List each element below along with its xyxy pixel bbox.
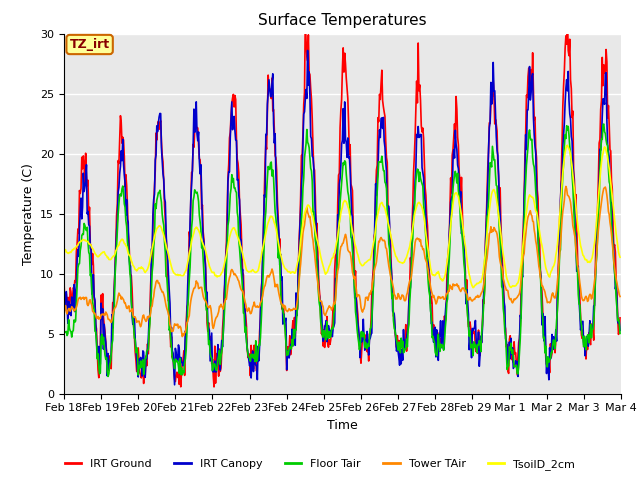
- IRT Ground: [214, 357, 221, 363]
- Floor Tair: [185, 293, 193, 299]
- Line: Tower TAir: Tower TAir: [64, 186, 620, 336]
- IRT Canopy: [214, 342, 221, 348]
- TsoilD_2cm: [213, 274, 221, 280]
- Floor Tair: [214, 357, 221, 362]
- Floor Tair: [70, 317, 78, 323]
- Line: IRT Ground: IRT Ground: [64, 15, 620, 387]
- IRT Ground: [184, 301, 191, 307]
- Floor Tair: [60, 330, 68, 336]
- Tower TAir: [60, 305, 68, 311]
- IRT Canopy: [70, 282, 78, 288]
- IRT Ground: [564, 12, 572, 18]
- Tower TAir: [562, 183, 570, 189]
- IRT Canopy: [185, 264, 193, 270]
- IRT Canopy: [171, 382, 179, 388]
- Floor Tair: [104, 373, 112, 379]
- IRT Ground: [210, 384, 218, 390]
- TsoilD_2cm: [60, 247, 68, 253]
- IRT Canopy: [60, 309, 68, 314]
- IRT Canopy: [412, 178, 419, 184]
- Line: IRT Canopy: IRT Canopy: [64, 50, 620, 385]
- IRT Ground: [410, 154, 418, 159]
- Tower TAir: [127, 308, 135, 314]
- X-axis label: Time: Time: [327, 419, 358, 432]
- Floor Tair: [600, 121, 607, 127]
- Title: Surface Temperatures: Surface Temperatures: [258, 13, 427, 28]
- TsoilD_2cm: [184, 260, 191, 265]
- Floor Tair: [427, 308, 435, 314]
- Tower TAir: [179, 334, 186, 339]
- Floor Tair: [616, 331, 624, 336]
- IRT Canopy: [428, 321, 435, 326]
- TsoilD_2cm: [70, 246, 78, 252]
- IRT Canopy: [127, 293, 135, 299]
- IRT Ground: [427, 300, 435, 306]
- TsoilD_2cm: [426, 259, 434, 265]
- Text: TZ_irt: TZ_irt: [70, 38, 109, 51]
- Tower TAir: [616, 294, 624, 300]
- Y-axis label: Temperature (C): Temperature (C): [22, 163, 35, 264]
- Line: Floor Tair: Floor Tair: [64, 124, 620, 376]
- Tower TAir: [427, 284, 435, 289]
- Tower TAir: [70, 308, 78, 314]
- Line: TsoilD_2cm: TsoilD_2cm: [64, 145, 620, 288]
- Tower TAir: [185, 315, 193, 321]
- Tower TAir: [214, 311, 221, 317]
- IRT Ground: [127, 272, 135, 278]
- IRT Ground: [70, 286, 78, 292]
- TsoilD_2cm: [564, 143, 572, 148]
- TsoilD_2cm: [469, 285, 477, 290]
- IRT Canopy: [616, 327, 624, 333]
- TsoilD_2cm: [127, 258, 135, 264]
- Tower TAir: [410, 247, 418, 253]
- TsoilD_2cm: [616, 254, 624, 260]
- Legend: IRT Ground, IRT Canopy, Floor Tair, Tower TAir, TsoilD_2cm: IRT Ground, IRT Canopy, Floor Tair, Towe…: [60, 455, 580, 474]
- IRT Ground: [60, 278, 68, 284]
- IRT Canopy: [304, 48, 312, 53]
- IRT Ground: [616, 315, 624, 321]
- Floor Tair: [128, 309, 136, 315]
- TsoilD_2cm: [410, 218, 417, 224]
- Floor Tair: [410, 209, 418, 215]
